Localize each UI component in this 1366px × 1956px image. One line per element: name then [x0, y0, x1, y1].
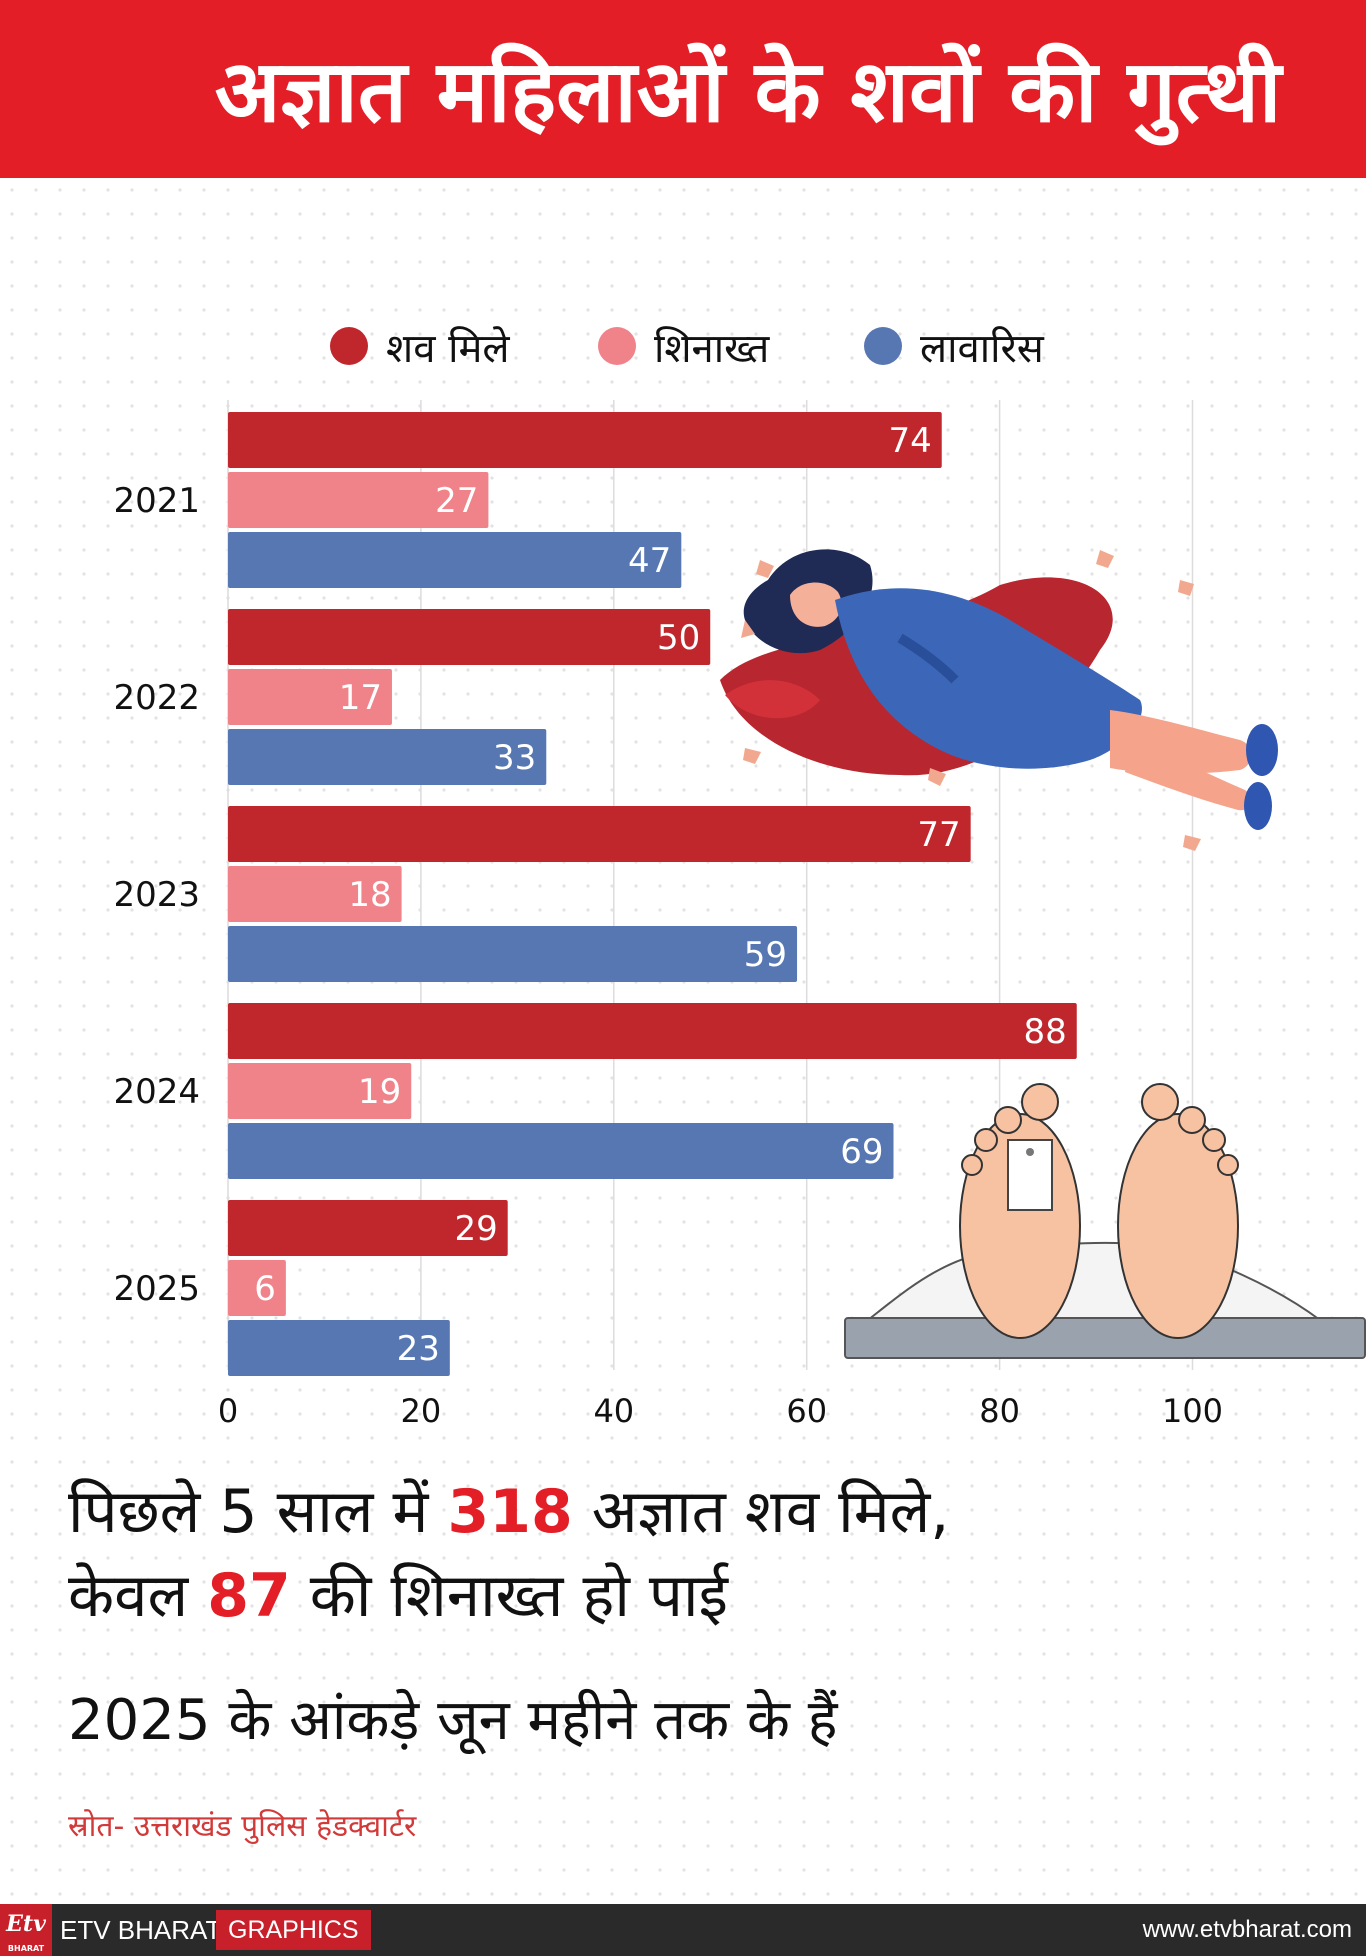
x-tick-label: 0: [218, 1392, 238, 1430]
chart-y-labels: 2021 2022 2023 2024 2025: [113, 481, 200, 1309]
legend-label-found: शव मिले: [386, 325, 510, 372]
y-category-label: 2023: [113, 875, 200, 915]
summary-line-1: पिछले 5 साल में 318 अज्ञात शव मिले,: [68, 1470, 1268, 1554]
legend-label-unclaimed: लावारिस: [920, 325, 1044, 372]
bar-value-label: 23: [397, 1329, 440, 1369]
legend-label-identified: शिनाख्त: [654, 325, 770, 372]
feet-illustration: [844, 1083, 1366, 1359]
identified-number: 87: [207, 1561, 291, 1631]
y-category-label: 2024: [113, 1072, 200, 1112]
bar-2024-0: [228, 1003, 1077, 1059]
legend-swatch-found: [330, 327, 368, 365]
summary-line-1-b: अज्ञात शव मिले,: [572, 1477, 950, 1547]
bar-value-label: 18: [348, 875, 391, 915]
bar-value-label: 59: [744, 935, 787, 975]
bar-value-label: 50: [657, 618, 700, 658]
bar-2025-0: [228, 1200, 508, 1256]
bar-value-label: 27: [435, 481, 478, 521]
summary-line-1-a: पिछले 5 साल में: [68, 1477, 448, 1547]
bar-2025-2: [228, 1320, 450, 1376]
brand-name: ETV BHARAT: [60, 1915, 222, 1945]
bar-2025-1: [228, 1260, 286, 1316]
x-tick-label: 100: [1162, 1392, 1223, 1430]
x-tick-label: 60: [786, 1392, 827, 1430]
legend-swatch-identified: [598, 327, 636, 365]
bar-2021-1: [228, 472, 489, 528]
bar-2022-2: [228, 729, 547, 785]
x-tick-label: 80: [979, 1392, 1020, 1430]
data-note: 2025 के आंकड़े जून महीने तक के हैं: [68, 1688, 838, 1753]
legend-item-found: शव मिले: [330, 318, 510, 374]
chart-bars: 74 27 47 50 17 33 77 18 59 88 19 69 29 6 23: [228, 412, 1077, 1376]
bar-value-label: 33: [493, 738, 536, 778]
bar-2024-1: [228, 1063, 412, 1119]
illustrations: [720, 549, 1366, 1359]
bar-2022-0: [228, 609, 711, 665]
bar-2022-1: [228, 669, 392, 725]
footer-bar: Etv BHARAT ETV BHARAT GRAPHICS www.etvbha…: [0, 1904, 1366, 1956]
chart-legend: शव मिले शिनाख्त लावारिस: [0, 318, 1366, 374]
header-banner: अज्ञात महिलाओं के शवों की गुत्थी: [0, 0, 1366, 178]
bar-value-label: 88: [1023, 1012, 1066, 1052]
y-category-label: 2022: [113, 678, 200, 718]
summary-line-2-b: की शिनाख्त हो पाई: [290, 1561, 729, 1631]
x-tick-label: 20: [401, 1392, 442, 1430]
summary-text: पिछले 5 साल में 318 अज्ञात शव मिले, केवल…: [68, 1470, 1268, 1638]
bar-2024-2: [228, 1123, 894, 1179]
chart-x-labels: 0 20 40 60 80 100: [218, 1392, 1223, 1430]
bar-value-label: 47: [628, 541, 671, 581]
page-title: अज्ञात महिलाओं के शवों की गुत्थी: [214, 42, 1282, 142]
bar-value-label: 29: [454, 1209, 497, 1249]
y-category-label: 2021: [113, 481, 200, 521]
x-tick-label: 40: [593, 1392, 634, 1430]
legend-swatch-unclaimed: [864, 327, 902, 365]
bar-value-label: 77: [917, 815, 960, 855]
bar-2021-0: [228, 412, 942, 468]
summary-line-2: केवल 87 की शिनाख्त हो पाई: [68, 1554, 1268, 1638]
legend-item-unclaimed: लावारिस: [864, 318, 1044, 374]
total-bodies-number: 318: [447, 1477, 573, 1547]
bar-value-label: 19: [358, 1072, 401, 1112]
website-link[interactable]: www.etvbharat.com: [1142, 1916, 1352, 1943]
summary-line-2-a: केवल: [68, 1561, 208, 1631]
bar-value-label: 17: [339, 678, 382, 718]
logo-text: Etv: [6, 1911, 46, 1937]
bar-2023-0: [228, 806, 971, 862]
bar-2023-1: [228, 866, 402, 922]
y-category-label: 2025: [113, 1269, 200, 1309]
legend-item-identified: शिनाख्त: [598, 318, 769, 374]
woman-illustration: [720, 549, 1278, 851]
bar-value-label: 6: [254, 1269, 276, 1309]
graphics-badge: GRAPHICS: [216, 1910, 371, 1950]
bar-value-label: 69: [840, 1132, 883, 1172]
bar-2021-2: [228, 532, 682, 588]
logo-subtext: BHARAT: [7, 1944, 45, 1953]
bar-value-label: 74: [888, 421, 931, 461]
etv-logo[interactable]: Etv BHARAT: [0, 1904, 52, 1956]
bar-2023-2: [228, 926, 798, 982]
source-credit: स्रोत- उत्तराखंड पुलिस हेडक्वार्टर: [68, 1809, 417, 1844]
